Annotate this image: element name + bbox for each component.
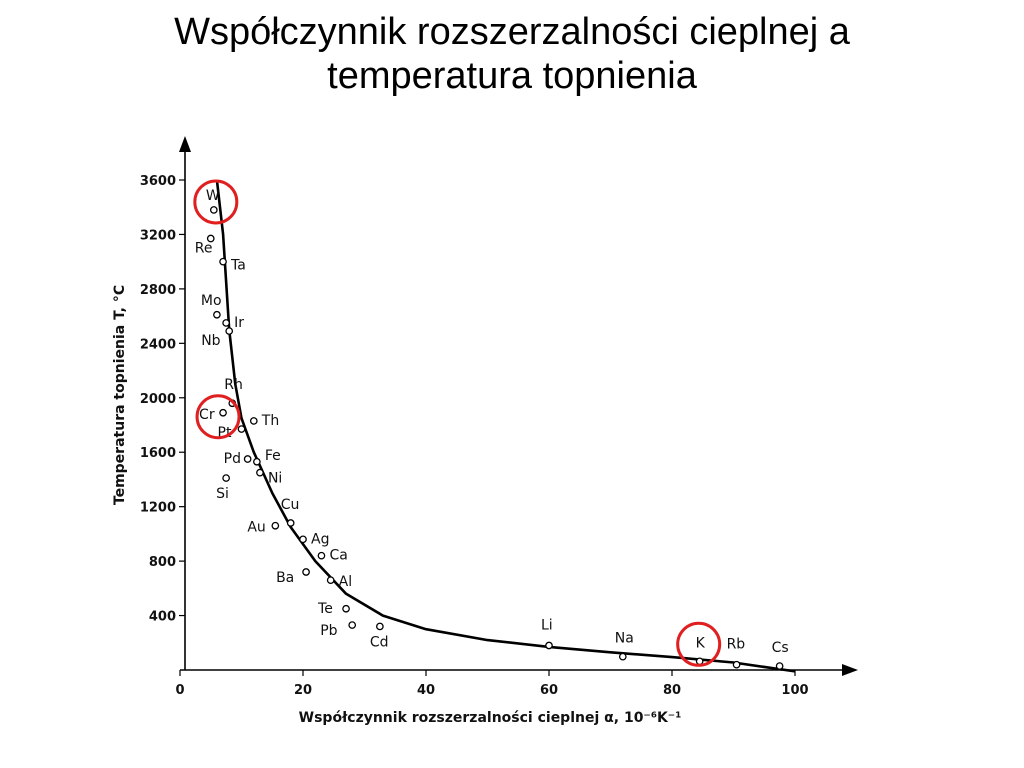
- y-tick-label-3600: 3600: [140, 174, 176, 189]
- point-ca: [317, 551, 326, 560]
- point-label-ba: Ba: [276, 570, 294, 586]
- y-axis-label: Temperatura topnienia T, °C: [112, 285, 128, 505]
- point-rb: [732, 660, 741, 669]
- point-ta: [219, 257, 227, 266]
- point-li: [545, 641, 553, 650]
- point-label-pd: Pd: [224, 451, 241, 467]
- point-label-pb: Pb: [320, 623, 337, 639]
- point-te: [342, 604, 350, 613]
- highlight-circle-cr: [195, 394, 241, 440]
- point-pb: [348, 621, 357, 629]
- x-axis-arrow: [842, 664, 858, 676]
- point-na: [618, 652, 627, 661]
- trend-curve: [215, 179, 796, 673]
- point-cr: [219, 408, 227, 417]
- title-line-1: Współczynnik rozszerzalności cieplnej a: [174, 11, 850, 53]
- point-label-rb: Rb: [727, 637, 746, 653]
- point-label-li: Li: [541, 618, 553, 634]
- point-label-ag: Ag: [311, 531, 329, 547]
- point-label-re: Re: [195, 241, 213, 257]
- x-tick-label-80: 80: [663, 683, 681, 698]
- highlight-circle-w: [193, 179, 239, 225]
- y-tick-label-2000: 2000: [140, 392, 176, 407]
- point-label-al: Al: [339, 574, 352, 590]
- point-label-mo: Mo: [201, 293, 222, 309]
- y-tick-label-1200: 1200: [140, 501, 176, 516]
- point-w: [209, 206, 218, 214]
- x-axis-label: Współczynnik rozszerzalności cieplnej α,…: [299, 710, 682, 726]
- point-ir: [222, 319, 230, 327]
- point-label-si: Si: [216, 486, 229, 502]
- point-pt: [237, 425, 246, 433]
- point-label-cu: Cu: [281, 497, 300, 513]
- page-title: Współczynnik rozszerzalności cieplnej a …: [0, 10, 1024, 98]
- y-tick-label-1600: 1600: [140, 446, 176, 461]
- highlight-circles: [193, 179, 722, 667]
- point-label-ca: Ca: [329, 548, 347, 564]
- point-cd: [376, 622, 384, 631]
- trend-curve-group: [215, 179, 796, 673]
- title-line-2: temperatura topnienia: [327, 55, 697, 97]
- point-mo: [213, 310, 221, 319]
- point-label-nb: Nb: [201, 333, 220, 349]
- point-label-cd: Cd: [370, 634, 389, 650]
- point-label-ta: Ta: [230, 258, 246, 274]
- point-label-te: Te: [317, 601, 333, 617]
- point-ag: [299, 535, 307, 544]
- x-axis-ticks: 0 20 40 60 80 100: [175, 670, 809, 698]
- point-label-fe: Fe: [265, 448, 281, 464]
- point-label-ni: Ni: [268, 471, 282, 487]
- point-label-k: K: [696, 635, 706, 651]
- y-tick-label-2800: 2800: [140, 283, 176, 298]
- point-re: [206, 234, 215, 243]
- point-ba: [302, 568, 310, 576]
- point-al: [326, 576, 335, 585]
- point-si: [222, 474, 230, 482]
- x-tick-label-20: 20: [294, 683, 312, 698]
- point-ni: [256, 468, 264, 477]
- point-label-cs: Cs: [772, 640, 789, 656]
- y-tick-label-2400: 2400: [140, 337, 176, 352]
- y-axis-arrow: [179, 136, 191, 152]
- x-tick-label-100: 100: [781, 683, 808, 698]
- x-tick-label-60: 60: [540, 683, 558, 698]
- point-cu: [286, 519, 295, 527]
- point-au: [271, 521, 280, 530]
- point-label-ir: Ir: [234, 315, 244, 331]
- x-tick-label-0: 0: [175, 683, 184, 698]
- point-label-na: Na: [615, 631, 634, 647]
- point-label-cr: Cr: [199, 407, 215, 423]
- point-label-w: W: [206, 188, 220, 204]
- point-fe: [253, 457, 261, 466]
- point-label-rh: Rh: [224, 377, 243, 393]
- point-nb: [225, 327, 234, 335]
- point-label-au: Au: [247, 520, 265, 536]
- chart-axes: [179, 136, 858, 676]
- point-cs: [775, 662, 784, 670]
- y-axis-ticks: 400 800 1200 1600 2000 2400 2800 3200 3600: [140, 174, 185, 625]
- point-label-th: Th: [261, 413, 279, 429]
- y-tick-label-800: 800: [149, 555, 176, 570]
- y-tick-label-400: 400: [149, 610, 176, 625]
- point-th: [249, 417, 258, 425]
- highlight-circle-k: [676, 621, 722, 667]
- x-tick-label-40: 40: [417, 683, 435, 698]
- y-tick-label-3200: 3200: [140, 228, 176, 243]
- point-pd: [243, 455, 252, 463]
